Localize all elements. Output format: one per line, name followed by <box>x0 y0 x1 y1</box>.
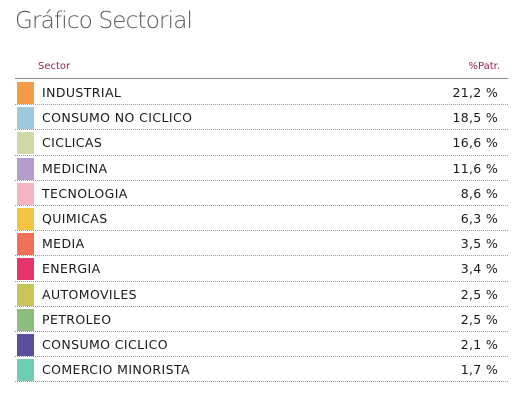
page-title: Gráfico Sectorial <box>15 8 193 34</box>
sector-name: MEDICINA <box>42 160 108 176</box>
sector-name: CONSUMO NO CICLICO <box>42 110 193 126</box>
sector-name: AUTOMOVILES <box>42 286 138 302</box>
sector-percent: 2,5 % <box>460 286 498 302</box>
sector-percent: 21,2 % <box>452 85 498 100</box>
sector-table: Sector %Patr. INDUSTRIAL 21,2 % CONSUMO NO… <box>15 58 508 383</box>
table-row: ENERGIA 3,4 % <box>15 257 508 282</box>
color-swatch <box>17 132 34 155</box>
table-row: AUTOMOVILES 2,5 % <box>15 283 508 307</box>
table-row: PETROLEO 2,5 % <box>15 308 508 332</box>
table-body: INDUSTRIAL 21,2 % CONSUMO NO CICLICO 18,5 %… <box>15 81 508 383</box>
table-row: INDUSTRIAL 21,2 % <box>15 81 508 106</box>
sector-name: QUIMICAS <box>42 210 108 226</box>
color-swatch <box>17 333 34 356</box>
sector-percent: 2,5 % <box>460 311 498 327</box>
sector-name: TECNOLOGIA <box>42 185 128 201</box>
sector-percent: 16,6 % <box>452 135 498 151</box>
table-row: COMERCIO MINORISTA 1,7 % <box>15 358 508 383</box>
color-swatch <box>17 82 34 104</box>
color-swatch <box>17 283 34 306</box>
color-swatch <box>17 182 34 205</box>
color-swatch <box>17 233 34 256</box>
table-row: QUIMICAS 6,3 % <box>15 207 508 232</box>
sector-name: CONSUMO CICLICO <box>42 336 168 352</box>
sector-percent: 1,7 % <box>460 362 498 378</box>
color-swatch <box>17 107 34 130</box>
color-swatch <box>17 359 34 382</box>
sector-percent: 8,6 % <box>460 185 498 201</box>
sector-percent: 3,4 % <box>460 261 498 277</box>
table-row: MEDICINA 11,6 % <box>15 157 508 181</box>
sector-percent: 18,5 % <box>452 110 498 126</box>
sector-name: CICLICAS <box>42 135 103 151</box>
table-row: CONSUMO CICLICO 2,1 % <box>15 333 508 358</box>
sector-percent: 11,6 % <box>452 160 498 176</box>
column-header-sector: Sector <box>38 61 71 72</box>
column-header-percent: %Patr. <box>468 61 500 72</box>
table-row: CICLICAS 16,6 % <box>15 131 508 156</box>
sector-name: PETROLEO <box>42 311 112 327</box>
table-row: TECNOLOGIA 8,6 % <box>15 182 508 206</box>
table-row: CONSUMO NO CICLICO 18,5 % <box>15 106 508 131</box>
sector-percent: 2,1 % <box>460 336 498 352</box>
color-swatch <box>17 207 34 230</box>
sector-name: ENERGIA <box>42 261 101 277</box>
table-header: Sector %Patr. <box>15 58 508 79</box>
sector-percent: 3,5 % <box>460 236 498 252</box>
sector-name: MEDIA <box>42 236 85 252</box>
sector-percent: 6,3 % <box>460 210 498 226</box>
color-swatch <box>17 157 34 180</box>
color-swatch <box>17 308 34 331</box>
table-row: MEDIA 3,5 % <box>15 232 508 257</box>
color-swatch <box>17 258 34 281</box>
sector-name: INDUSTRIAL <box>42 85 122 100</box>
sector-name: COMERCIO MINORISTA <box>42 362 190 378</box>
